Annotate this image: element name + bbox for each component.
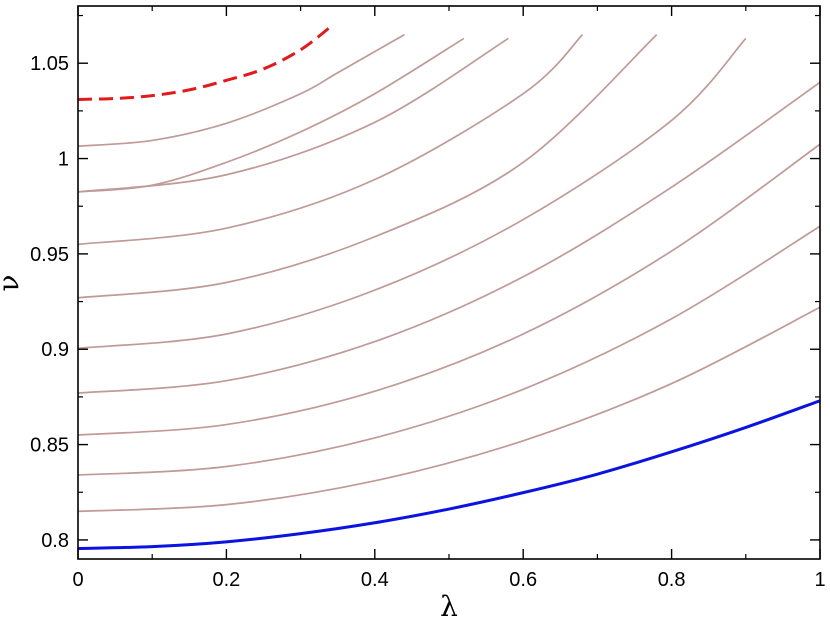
series-line-9 (77, 37, 509, 193)
x-axis-label: λ (440, 590, 458, 623)
x-tick-label: 0.4 (361, 569, 389, 591)
series-layer (77, 25, 821, 551)
series-line-3 (77, 225, 821, 476)
x-tick-label: 0.6 (509, 569, 537, 591)
x-tick-label: 1 (814, 569, 825, 591)
series-line-2 (77, 306, 821, 513)
y-tick-label: 0.85 (30, 435, 69, 457)
series-line-4 (77, 143, 821, 436)
series-line-7 (77, 33, 658, 299)
y-tick-label: 0.95 (30, 244, 69, 266)
y-tick-label: 0.9 (41, 339, 69, 361)
y-axis-label: ν (0, 274, 25, 291)
x-tick-label: 0.2 (212, 569, 240, 591)
series-line-10 (77, 37, 465, 193)
y-tick-label: 0.8 (41, 530, 69, 552)
x-tick-label: 0.8 (658, 569, 686, 591)
series-line-11 (77, 33, 405, 148)
x-tick-label: 0 (72, 569, 83, 591)
red-dashed-series-line (77, 25, 332, 101)
blue-solid-series-line (77, 399, 821, 551)
y-tick-label: 1 (58, 149, 69, 171)
series-line-6 (77, 37, 747, 350)
series-line-8 (77, 34, 584, 246)
y-tick-label: 1.05 (30, 53, 69, 75)
tick-layer: 0 0.2 0.4 0.6 0.8 1 0.8 0.85 0.9 0.95 1 1.05 (30, 6, 826, 591)
series-line-5 (77, 81, 821, 394)
